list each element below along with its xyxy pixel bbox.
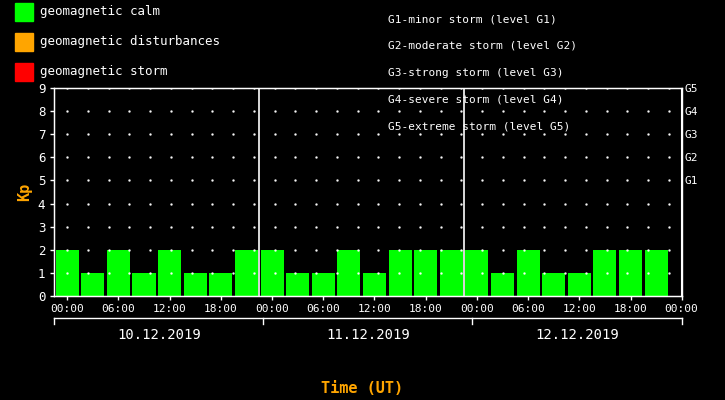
Bar — [210, 273, 232, 296]
Text: 11.12.2019: 11.12.2019 — [326, 328, 410, 342]
Bar — [81, 273, 104, 296]
Bar — [337, 250, 360, 296]
Bar — [414, 250, 437, 296]
Bar — [183, 273, 207, 296]
Y-axis label: Kp: Kp — [17, 183, 33, 201]
Bar — [542, 273, 566, 296]
Text: G4-severe storm (level G4): G4-severe storm (level G4) — [388, 94, 563, 104]
Bar — [645, 250, 668, 296]
Bar — [440, 250, 463, 296]
Bar — [593, 250, 616, 296]
Bar — [465, 250, 489, 296]
Text: geomagnetic storm: geomagnetic storm — [40, 66, 167, 78]
Bar — [133, 273, 156, 296]
Bar — [517, 250, 539, 296]
Text: geomagnetic disturbances: geomagnetic disturbances — [40, 36, 220, 48]
Text: G1-minor storm (level G1): G1-minor storm (level G1) — [388, 14, 557, 24]
Bar — [619, 250, 642, 296]
Bar — [260, 250, 283, 296]
Text: Time (UT): Time (UT) — [321, 381, 404, 396]
Bar — [158, 250, 181, 296]
Bar — [235, 250, 258, 296]
Text: G3-strong storm (level G3): G3-strong storm (level G3) — [388, 68, 563, 78]
Text: 10.12.2019: 10.12.2019 — [117, 328, 201, 342]
Text: 12.12.2019: 12.12.2019 — [535, 328, 619, 342]
Bar — [56, 250, 79, 296]
Text: G2-moderate storm (level G2): G2-moderate storm (level G2) — [388, 41, 577, 51]
Bar — [568, 273, 591, 296]
Text: G5-extreme storm (level G5): G5-extreme storm (level G5) — [388, 121, 570, 131]
Bar — [389, 250, 412, 296]
Bar — [107, 250, 130, 296]
Bar — [312, 273, 335, 296]
Text: geomagnetic calm: geomagnetic calm — [40, 6, 160, 18]
Bar — [286, 273, 309, 296]
Bar — [491, 273, 514, 296]
Bar — [363, 273, 386, 296]
